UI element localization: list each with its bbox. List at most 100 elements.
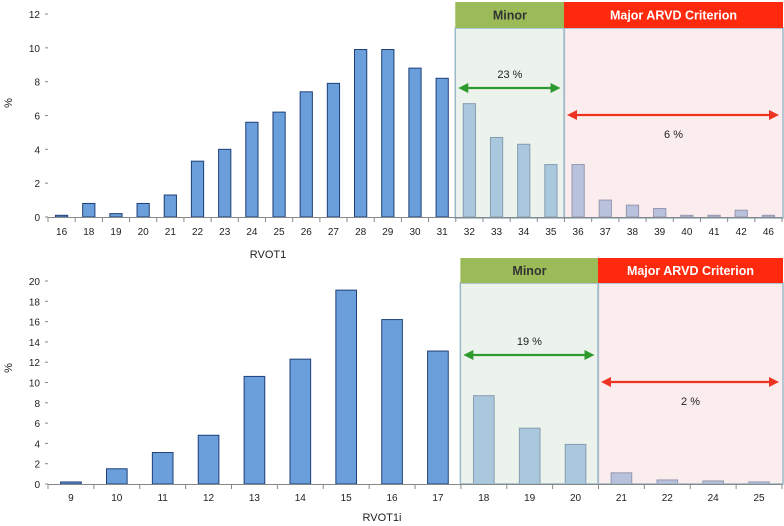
- x-tick-label-9: 9: [68, 493, 74, 504]
- bar-12: [197, 434, 220, 485]
- x-tick-label-13: 13: [249, 493, 261, 504]
- bar-24: [245, 121, 259, 218]
- x-tick-label-32: 32: [464, 227, 476, 238]
- major-arvd-region: [563, 27, 784, 219]
- y-tick-label: 14: [29, 338, 41, 349]
- bar-16: [54, 214, 69, 218]
- y-tick-label: 4: [34, 439, 40, 450]
- y-tick-label: 10: [29, 379, 41, 390]
- minor-region: [459, 282, 600, 485]
- minor-banner: [455, 2, 565, 28]
- major-arvd-region: [597, 282, 784, 485]
- x-tick-label-46: 46: [763, 227, 775, 238]
- x-tick-label-34: 34: [518, 227, 530, 238]
- y-tick-label: 6: [34, 112, 40, 123]
- minor-banner-label: Minor: [512, 264, 546, 278]
- x-tick-label-33: 33: [491, 227, 503, 238]
- x-tick-label-14: 14: [295, 493, 307, 504]
- y-tick-label: 12: [29, 358, 41, 369]
- x-tick-label-16: 16: [387, 493, 399, 504]
- x-tick-label-11: 11: [157, 493, 168, 504]
- x-tick-label-21: 21: [616, 493, 628, 504]
- minor-arrowhead-right: [584, 350, 595, 360]
- major-arvd-arrowhead-left: [567, 110, 578, 120]
- x-tick-label-25: 25: [754, 493, 766, 504]
- x-tick-label-20: 20: [138, 227, 150, 238]
- minor-arrowhead-left: [463, 350, 474, 360]
- x-tick-label-28: 28: [355, 227, 367, 238]
- y-tick-label: 2: [34, 179, 40, 190]
- bar-19: [109, 213, 123, 218]
- major-arvd-banner-label: Major ARVD Criterion: [627, 264, 754, 278]
- bar-30: [408, 67, 422, 218]
- y-tick-label: 18: [29, 297, 41, 308]
- x-tick-label-24: 24: [708, 493, 720, 504]
- x-tick-label-41: 41: [708, 227, 720, 238]
- y-axis-label: %: [3, 98, 15, 108]
- x-tick-label-38: 38: [627, 227, 639, 238]
- x-tick-label-22: 22: [192, 227, 204, 238]
- x-tick-label-26: 26: [301, 227, 313, 238]
- major-arvd-banner: [598, 258, 783, 283]
- y-tick-label: 16: [29, 318, 41, 329]
- minor-percent-label: 23 %: [497, 69, 522, 81]
- major-arvd-banner: [564, 2, 783, 28]
- x-tick-label-22: 22: [662, 493, 674, 504]
- minor-arrowhead-left: [458, 83, 469, 93]
- x-tick-label-27: 27: [328, 227, 340, 238]
- x-tick-label-31: 31: [437, 227, 449, 238]
- x-tick-label-23: 23: [219, 227, 231, 238]
- y-tick-label: 4: [34, 145, 40, 156]
- x-axis-label: RVOT1i: [363, 512, 402, 524]
- x-tick-label-39: 39: [654, 227, 666, 238]
- bar-14: [289, 358, 312, 485]
- major-arvd-banner-label: Major ARVD Criterion: [610, 9, 737, 23]
- bar-11: [151, 452, 174, 485]
- y-tick-label: 6: [34, 419, 40, 430]
- x-tick-label-18: 18: [478, 493, 490, 504]
- bar-13: [243, 375, 266, 485]
- x-tick-label-15: 15: [341, 493, 353, 504]
- bar-9: [60, 481, 82, 485]
- y-tick-label: 20: [29, 277, 41, 288]
- x-tick-label-20: 20: [570, 493, 582, 504]
- x-tick-label-19: 19: [524, 493, 536, 504]
- major-arvd-arrowhead-left: [601, 377, 611, 387]
- major-arvd-percent-label: 6 %: [664, 129, 683, 141]
- x-tick-label-40: 40: [681, 227, 693, 238]
- bar-29: [381, 49, 395, 218]
- y-tick-label: 0: [34, 480, 40, 491]
- x-tick-label-30: 30: [409, 227, 421, 238]
- x-tick-label-35: 35: [545, 227, 557, 238]
- bar-15: [335, 289, 358, 485]
- x-tick-label-18: 18: [83, 227, 95, 238]
- minor-banner-label: Minor: [493, 9, 527, 23]
- bar-17: [427, 350, 449, 485]
- y-tick-label: 0: [34, 213, 40, 224]
- x-tick-label-42: 42: [736, 227, 748, 238]
- x-tick-label-24: 24: [246, 227, 258, 238]
- bar-18: [82, 202, 96, 218]
- y-tick-label: 8: [34, 78, 40, 89]
- y-tick-label: 12: [29, 10, 41, 21]
- bar-25: [272, 111, 286, 218]
- minor-percent-label: 19 %: [517, 336, 542, 348]
- bar-22: [190, 160, 205, 218]
- x-tick-label-36: 36: [573, 227, 585, 238]
- y-axis-label: %: [3, 363, 15, 373]
- x-tick-label-21: 21: [165, 227, 177, 238]
- bar-20: [136, 202, 150, 218]
- x-tick-label-17: 17: [432, 493, 444, 504]
- x-tick-label-37: 37: [600, 227, 612, 238]
- bar-27: [326, 82, 341, 218]
- x-tick-label-29: 29: [382, 227, 394, 238]
- bar-16: [381, 319, 403, 485]
- major-arvd-arrowhead-right: [769, 110, 779, 120]
- x-tick-label-10: 10: [111, 493, 123, 504]
- y-tick-label: 10: [29, 44, 41, 55]
- minor-banner: [460, 258, 599, 283]
- x-tick-label-12: 12: [203, 493, 215, 504]
- bar-31: [435, 77, 449, 218]
